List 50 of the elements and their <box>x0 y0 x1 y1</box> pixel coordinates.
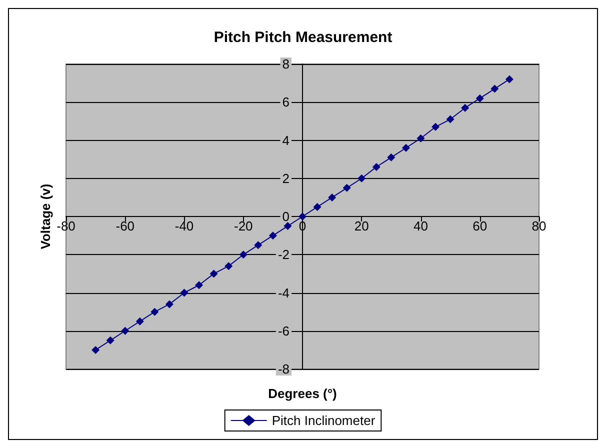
point <box>461 104 470 112</box>
point <box>254 241 262 250</box>
point <box>165 300 174 308</box>
point <box>136 317 144 326</box>
point <box>121 326 130 335</box>
y-tick-label: -2 <box>278 247 290 262</box>
point <box>505 75 514 84</box>
point <box>416 134 425 142</box>
y-tick-label: -8 <box>278 362 290 376</box>
x-tick-label: 20 <box>354 218 369 234</box>
y-axis-title: Voltage (v) <box>38 184 53 250</box>
x-tick-label: -40 <box>174 218 194 234</box>
point <box>402 144 410 152</box>
point <box>239 250 248 259</box>
y-tick-label: 4 <box>282 132 290 148</box>
point <box>298 212 306 220</box>
y-tick-label: 2 <box>282 170 290 186</box>
point <box>92 346 100 354</box>
y-tick-label: 6 <box>282 94 290 110</box>
point <box>195 281 204 290</box>
chart-title: Pitch Pitch Measurement <box>214 29 392 46</box>
x-tick-label: 60 <box>472 218 488 234</box>
point <box>180 288 188 297</box>
point <box>432 122 440 131</box>
point <box>268 232 277 240</box>
y-tick-label: 0 <box>282 209 290 224</box>
point <box>372 162 380 171</box>
point <box>358 174 366 182</box>
point <box>342 184 351 192</box>
y-tick-label: -4 <box>278 285 290 300</box>
point <box>476 94 484 102</box>
point <box>224 262 233 270</box>
y-tick-label: 8 <box>282 56 290 72</box>
point <box>328 193 336 202</box>
x-tick-label: 80 <box>532 218 546 234</box>
point <box>387 153 396 162</box>
point <box>284 222 292 230</box>
x-tick-label: -20 <box>234 218 253 234</box>
point <box>150 308 159 316</box>
x-tick-label: -80 <box>56 218 76 234</box>
x-tick-label: -60 <box>116 218 135 234</box>
point <box>106 336 114 344</box>
x-tick-label: 40 <box>414 218 428 234</box>
y-tick-label: -6 <box>278 323 290 338</box>
x-axis-title: Degrees (°) <box>268 386 337 401</box>
legend-label: Pitch Inclinometer <box>272 413 376 428</box>
point <box>313 202 322 211</box>
point <box>490 84 499 93</box>
point <box>446 115 454 124</box>
point <box>210 270 218 278</box>
